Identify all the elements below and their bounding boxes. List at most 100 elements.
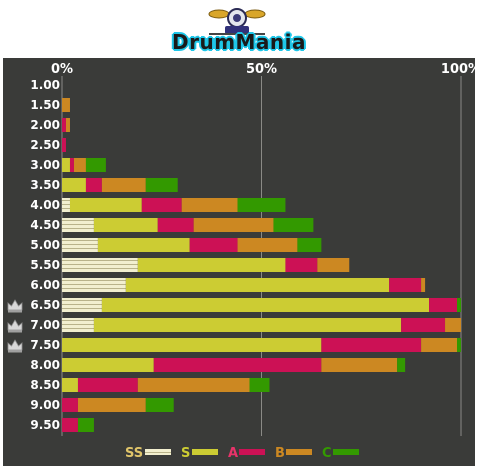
- bar-segment-a: [189, 238, 238, 252]
- bar-segment-b: [62, 98, 70, 112]
- y-tick-label: 3.00: [30, 158, 60, 172]
- chart-legend: SS S A B C: [125, 446, 359, 461]
- bar-segment-b: [421, 338, 458, 352]
- y-tick-label: 6.50: [30, 298, 60, 312]
- bar-segment-b: [101, 178, 146, 192]
- bar-segment-a: [321, 338, 422, 352]
- bar-segment-a: [85, 178, 102, 192]
- legend-item-b: B: [275, 446, 312, 461]
- logo-text: DrumMania: [171, 30, 307, 54]
- bar-segment-b: [65, 118, 70, 132]
- y-tick-label: 5.00: [30, 238, 60, 252]
- bar-segment-s: [93, 218, 158, 232]
- bar-segment-s: [101, 298, 430, 312]
- y-tick-label: 9.50: [30, 418, 60, 432]
- y-tick-label: 9.00: [30, 398, 60, 412]
- y-tick-label: 7.50: [30, 338, 60, 352]
- y-tick-label: 6.00: [30, 278, 60, 292]
- bar-segment-b: [73, 158, 86, 172]
- bar-segment-c: [77, 418, 94, 432]
- chart-grid: [61, 76, 462, 436]
- legend-swatch: [333, 449, 359, 455]
- legend-item-a: A: [228, 446, 265, 461]
- legend-swatch: [145, 449, 171, 455]
- bar-segment-b: [421, 278, 426, 292]
- legend-swatch: [239, 449, 265, 455]
- bar-segment-b: [77, 398, 146, 412]
- legend-swatch: [192, 449, 218, 455]
- bar-segment-s: [62, 358, 154, 372]
- legend-item-s: S: [181, 446, 218, 461]
- y-axis-labels: 1.00 1.50 2.00 2.50 3.00 3.50 4.00 4.50 5.00 5.50…: [30, 78, 60, 432]
- bar-segment-b: [317, 258, 350, 272]
- bar-segment-s: [137, 258, 286, 272]
- x-tick-label: 0%: [51, 62, 73, 77]
- bar-segment-c: [145, 398, 174, 412]
- bar-segment-a: [62, 138, 66, 152]
- chart-bars: [62, 98, 461, 432]
- legend-item-ss: SS: [125, 446, 171, 461]
- y-tick-label: 7.00: [30, 318, 60, 332]
- bar-segment-a: [62, 398, 78, 412]
- y-tick-label: 3.50: [30, 178, 60, 192]
- bar-segment-b: [193, 218, 274, 232]
- bar-segment-ss: [62, 218, 94, 232]
- bar-segment-a: [429, 298, 458, 312]
- x-tick-label: 100%: [441, 62, 475, 77]
- y-tick-label: 4.50: [30, 218, 60, 232]
- y-tick-label: 4.00: [30, 198, 60, 212]
- legend-swatch: [286, 449, 312, 455]
- bar-segment-s: [62, 378, 78, 392]
- bar-segment-s: [125, 278, 390, 292]
- bar-segment-b: [137, 378, 250, 392]
- bar-segment-c: [273, 218, 314, 232]
- legend-item-c: C: [322, 446, 359, 461]
- bar-segment-s: [97, 238, 190, 252]
- bar-segment-ss: [62, 318, 94, 332]
- legend-label: SS: [125, 446, 143, 461]
- y-tick-label: 1.00: [30, 78, 60, 92]
- chart-panel: 1.00 1.50 2.00 2.50 3.00 3.50 4.00 4.50 5.00 5.50…: [3, 58, 478, 466]
- bar-segment-ss: [62, 238, 98, 252]
- crown-icons: [7, 299, 23, 353]
- bar-segment-c: [397, 358, 406, 372]
- bar-segment-a: [401, 318, 446, 332]
- bar-segment-c: [249, 378, 270, 392]
- crown-icon: [7, 319, 23, 333]
- drum-kit-icon: [208, 8, 266, 35]
- y-tick-label: 2.00: [30, 118, 60, 132]
- bar-segment-s: [93, 318, 402, 332]
- x-axis-labels: 0% 50% 100%: [51, 62, 478, 77]
- bar-segment-a: [62, 418, 78, 432]
- bar-segment-a: [69, 158, 74, 172]
- bar-segment-a: [157, 218, 194, 232]
- bar-segment-b: [445, 318, 461, 332]
- bar-segment-b: [237, 238, 298, 252]
- bar-segment-ss: [62, 198, 70, 212]
- bar-segment-s: [69, 198, 142, 212]
- bar-segment-ss: [62, 278, 126, 292]
- bar-segment-a: [389, 278, 422, 292]
- bar-segment-s: [62, 158, 70, 172]
- y-tick-label: 8.00: [30, 358, 60, 372]
- legend-label: A: [228, 446, 238, 461]
- bar-segment-ss: [62, 298, 102, 312]
- crown-icon: [7, 299, 23, 313]
- bar-segment-c: [457, 298, 461, 312]
- bar-segment-a: [62, 118, 66, 132]
- bar-segment-c: [457, 338, 461, 352]
- bar-segment-a: [77, 378, 138, 392]
- y-tick-label: 2.50: [30, 138, 60, 152]
- y-tick-label: 8.50: [30, 378, 60, 392]
- legend-label: S: [181, 446, 190, 461]
- bar-segment-a: [153, 358, 322, 372]
- clear-rate-chart: 1.00 1.50 2.00 2.50 3.00 3.50 4.00 4.50 5.00 5.50…: [7, 62, 478, 461]
- y-tick-label: 5.50: [30, 258, 60, 272]
- bar-segment-a: [141, 198, 182, 212]
- bar-segment-a: [285, 258, 318, 272]
- bar-segment-s: [62, 178, 86, 192]
- bar-segment-c: [237, 198, 286, 212]
- crown-icon: [7, 339, 23, 353]
- bar-segment-c: [145, 178, 178, 192]
- bar-segment-b: [181, 198, 238, 212]
